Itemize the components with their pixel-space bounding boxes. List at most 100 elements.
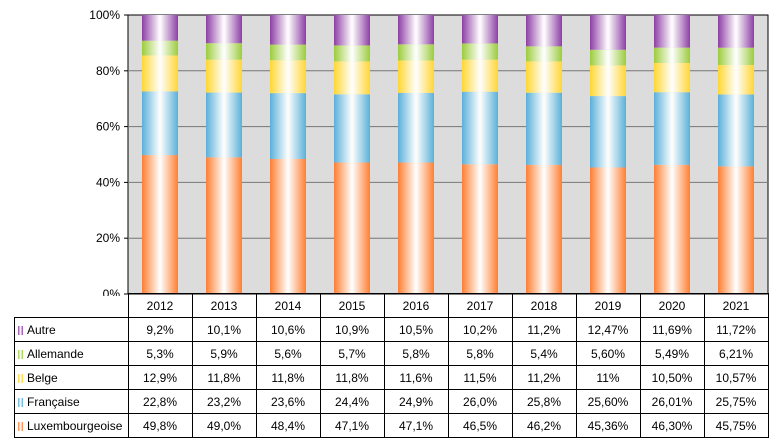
bar-segment-allemande-2018 xyxy=(526,46,562,62)
table-row-autre: Autre 9,2% 10,1% 10,6% 10,9% 10,5% 10,2% 11,2% 1… xyxy=(14,317,769,342)
data-cell: 6,21% xyxy=(703,341,769,366)
bar-segment-belge-2018 xyxy=(526,61,562,93)
bar-segment-autre-2020 xyxy=(654,15,690,48)
data-cell: 46,5% xyxy=(447,413,513,438)
bar-segment-française-2013 xyxy=(206,92,242,158)
legend-entry: Autre xyxy=(14,317,129,342)
data-cell: 11% xyxy=(575,365,641,390)
bar-segment-autre-2012 xyxy=(142,15,178,41)
table-row-belge: Belge 12,9% 11,8% 11,8% 11,8% 11,6% 11,5% 11,2%… xyxy=(14,365,769,390)
bar-segment-autre-2016 xyxy=(398,15,434,45)
bar-segment-autre-2013 xyxy=(206,15,242,44)
y-axis-ticks: 0% 20% 40% 60% 80% 100% xyxy=(89,8,128,296)
data-cell: 25,8% xyxy=(511,389,577,414)
legend-label: Belge xyxy=(27,370,58,385)
bar-segment-allemande-2014 xyxy=(270,44,306,61)
legend-label: Allemande xyxy=(27,346,84,361)
legend-entry: Française xyxy=(14,389,129,414)
table-corner xyxy=(15,294,129,318)
data-cell: 11,8% xyxy=(191,365,257,390)
bar-segment-luxembourgeoise-2014 xyxy=(270,158,306,294)
data-cell: 24,4% xyxy=(319,389,385,414)
data-cell: 49,8% xyxy=(127,413,193,438)
data-cell: 10,57% xyxy=(703,365,769,390)
stacked-bar-chart: 0% 20% 40% 60% 80% 100% xyxy=(89,8,769,296)
data-cell: 45,75% xyxy=(703,413,769,438)
bar-segment-autre-2019 xyxy=(590,15,626,50)
bar-segment-luxembourgeoise-2019 xyxy=(590,167,626,294)
legend-entry: Luxembourgeoise xyxy=(14,413,129,438)
category-label: 2013 xyxy=(191,293,257,318)
data-cell: 10,2% xyxy=(447,317,513,342)
data-cell: 23,2% xyxy=(191,389,257,414)
legend-swatch xyxy=(18,373,23,383)
bar-segment-luxembourgeoise-2021 xyxy=(718,166,754,294)
legend-label: Française xyxy=(27,394,80,409)
category-label: 2021 xyxy=(703,293,769,318)
bar-segment-française-2014 xyxy=(270,93,306,159)
bar-segment-allemande-2021 xyxy=(718,47,754,66)
data-cell: 45,36% xyxy=(575,413,641,438)
data-cell: 11,5% xyxy=(447,365,513,390)
bar-segment-autre-2018 xyxy=(526,15,562,47)
data-cell: 10,5% xyxy=(383,317,449,342)
bar-segment-française-2019 xyxy=(590,96,626,168)
data-cell: 11,72% xyxy=(703,317,769,342)
bar-segment-française-2021 xyxy=(718,94,754,167)
data-cell: 5,9% xyxy=(191,341,257,366)
category-label: 2019 xyxy=(575,293,641,318)
y-tick-label: 0% xyxy=(103,287,121,296)
bar-segment-belge-2019 xyxy=(590,65,626,97)
data-cell: 10,6% xyxy=(255,317,321,342)
table-row-luxembourgeoise: Luxembourgeoise 49,8% 49,0% 48,4% 47,1% 47,1%… xyxy=(14,413,769,438)
data-cell: 5,49% xyxy=(639,341,705,366)
data-cell: 46,2% xyxy=(511,413,577,438)
data-cell: 46,30% xyxy=(639,413,705,438)
bar-segment-allemande-2013 xyxy=(206,43,242,60)
bar-segment-luxembourgeoise-2018 xyxy=(526,164,562,294)
table-row-allemande: Allemande 5,3% 5,9% 5,6% 5,7% 5,8% 5,8% 5,4% 5,6… xyxy=(14,341,769,366)
bar-segment-française-2015 xyxy=(334,94,370,163)
y-tick-label: 40% xyxy=(96,175,120,189)
bar-segment-française-2016 xyxy=(398,92,434,163)
legend-swatch xyxy=(18,325,23,335)
bar-segment-française-2012 xyxy=(142,91,178,156)
bar-segment-autre-2017 xyxy=(462,15,498,44)
data-cell: 5,8% xyxy=(447,341,513,366)
data-cell: 5,8% xyxy=(383,341,449,366)
y-tick-label: 60% xyxy=(96,120,120,134)
category-label: 2017 xyxy=(447,293,513,318)
data-cell: 10,50% xyxy=(639,365,705,390)
data-cell: 11,2% xyxy=(511,365,577,390)
bars xyxy=(142,15,754,294)
data-cell: 26,0% xyxy=(447,389,513,414)
bar-segment-belge-2014 xyxy=(270,60,306,94)
data-cell: 23,6% xyxy=(255,389,321,414)
category-label: 2018 xyxy=(511,293,577,318)
data-cell: 10,9% xyxy=(319,317,385,342)
bar-segment-autre-2014 xyxy=(270,15,306,45)
bar-segment-allemande-2017 xyxy=(462,43,498,60)
data-cell: 47,1% xyxy=(383,413,449,438)
legend-label: Autre xyxy=(27,322,56,337)
data-cell: 11,2% xyxy=(511,317,577,342)
data-cell: 12,9% xyxy=(127,365,193,390)
table-header-row: 2012 2013 2014 2015 2016 2017 2018 2019 2020 2021 xyxy=(15,293,769,318)
bar-segment-allemande-2015 xyxy=(334,45,370,62)
bar-segment-luxembourgeoise-2012 xyxy=(142,155,178,294)
data-cell: 47,1% xyxy=(319,413,385,438)
bar-segment-autre-2015 xyxy=(334,15,370,46)
bar-segment-luxembourgeoise-2017 xyxy=(462,164,498,294)
category-label: 2014 xyxy=(255,293,321,318)
bar-segment-française-2020 xyxy=(654,92,690,165)
bar-segment-luxembourgeoise-2020 xyxy=(654,164,690,294)
category-label: 2020 xyxy=(639,293,705,318)
data-cell: 12,47% xyxy=(575,317,641,342)
bar-segment-française-2017 xyxy=(462,91,498,165)
category-label: 2012 xyxy=(127,293,193,318)
bar-segment-belge-2020 xyxy=(654,62,690,93)
bar-segment-allemande-2020 xyxy=(654,47,690,63)
table-row-française: Française 22,8% 23,2% 23,6% 24,4% 24,9% 26,0% 2… xyxy=(14,389,769,414)
legend-entry: Allemande xyxy=(14,341,129,366)
category-label: 2015 xyxy=(319,293,385,318)
